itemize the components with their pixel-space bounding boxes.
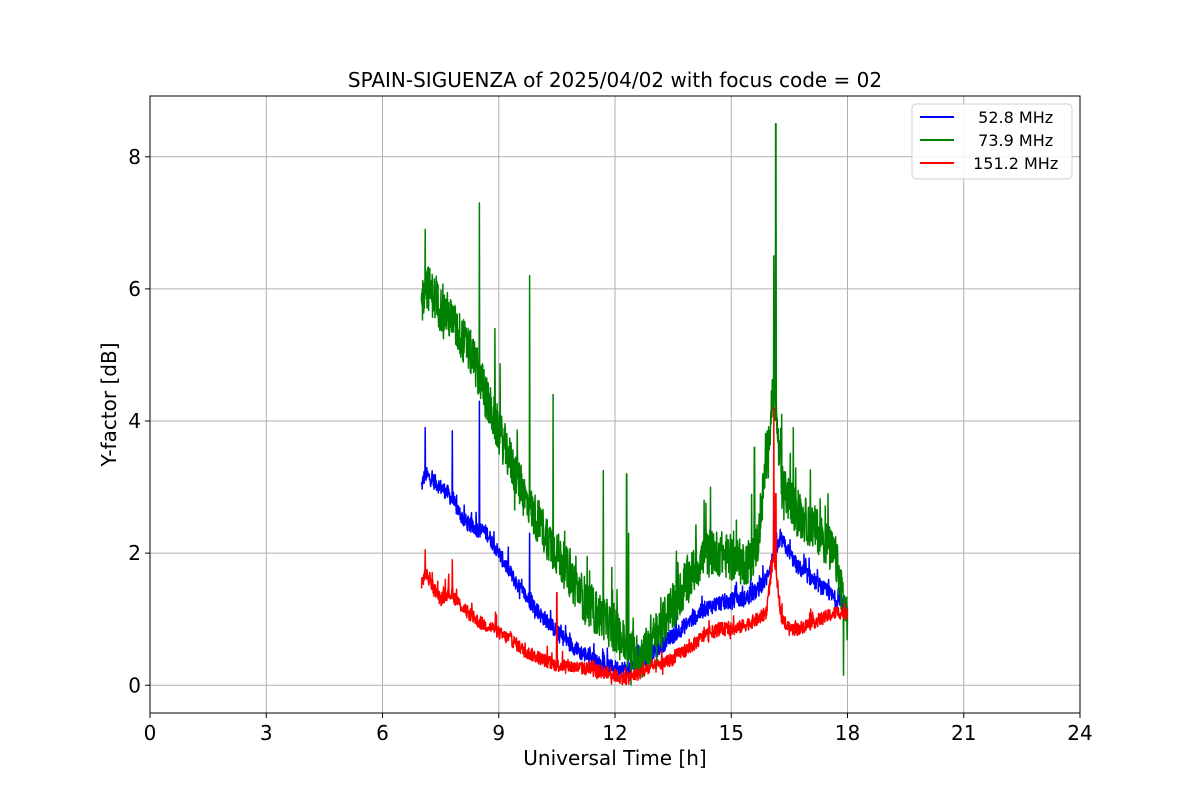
x-tick-label: 3 [260, 721, 273, 745]
x-tick-label: 9 [492, 721, 505, 745]
series-line-2 [420, 407, 849, 686]
y-tick-label: 0 [128, 673, 141, 697]
legend: 52.8 MHz 73.9 MHz 151.2 MHz [911, 103, 1073, 180]
y-tick-label: 8 [128, 145, 141, 169]
x-tick-label: 18 [835, 721, 860, 745]
legend-label: 73.9 MHz [968, 131, 1053, 150]
x-tick-label: 24 [1067, 721, 1092, 745]
x-tick-label: 21 [951, 721, 976, 745]
y-tick-label: 2 [128, 541, 141, 565]
y-tick-label: 6 [128, 277, 141, 301]
x-tick-label: 6 [376, 721, 389, 745]
x-tick-label: 12 [602, 721, 627, 745]
x-tick-label: 0 [144, 721, 157, 745]
x-tick-label: 15 [719, 721, 744, 745]
chart-title: SPAIN-SIGUENZA of 2025/04/02 with focus … [348, 68, 882, 92]
legend-label: 52.8 MHz [968, 108, 1053, 127]
y-tick-label: 4 [128, 409, 141, 433]
series-lines [420, 122, 849, 686]
legend-label: 151.2 MHz [968, 154, 1058, 173]
x-axis-label: Universal Time [h] [523, 746, 706, 770]
y-axis-label: Y-factor [dB] [97, 342, 121, 467]
legend-box [911, 103, 1073, 180]
series-line-1 [420, 122, 849, 686]
